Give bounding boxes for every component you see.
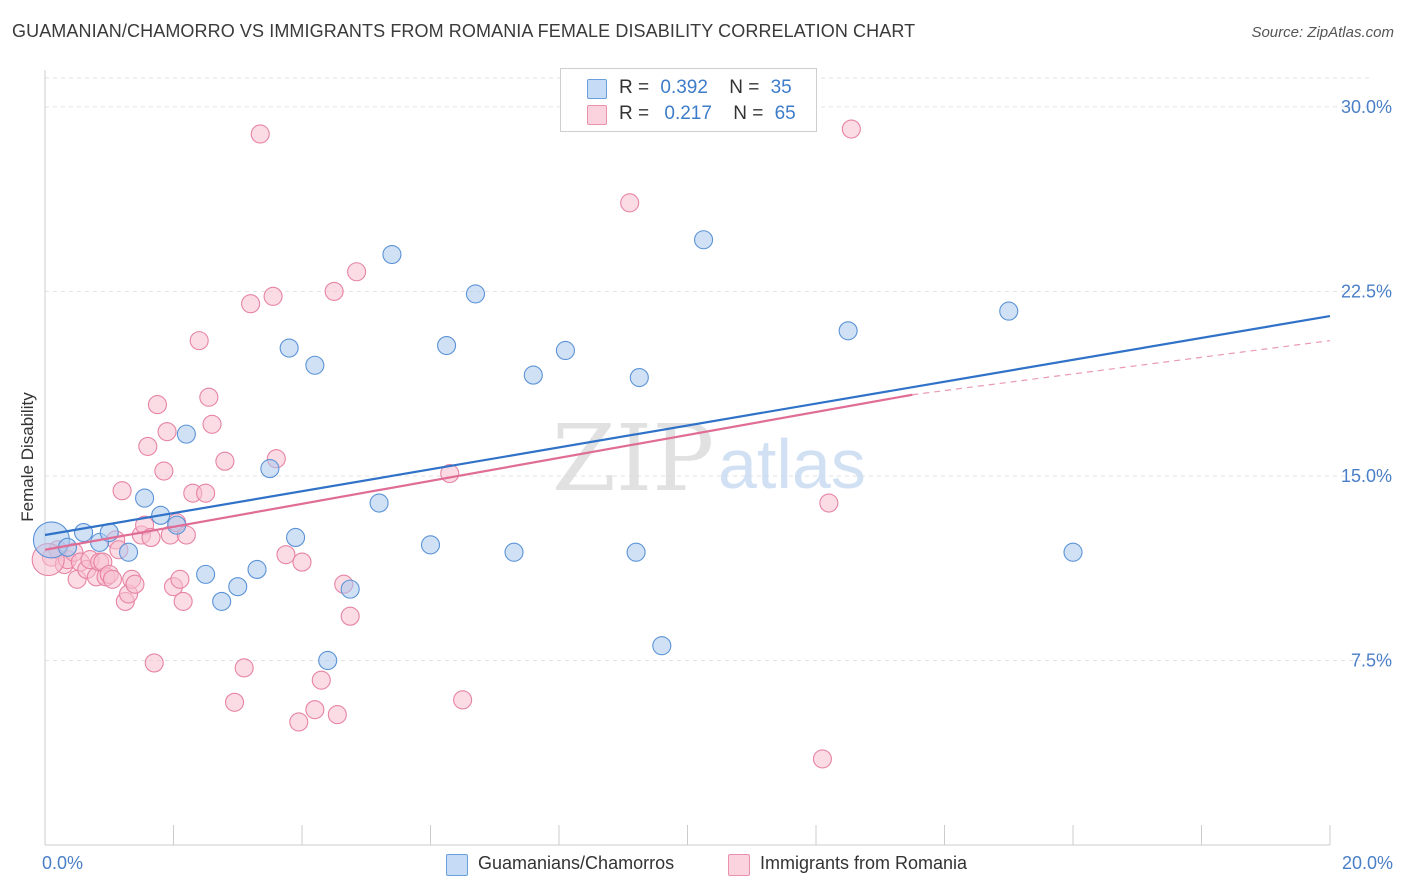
blue-data-point xyxy=(369,493,389,513)
blue-data-point xyxy=(523,365,543,385)
blue-data-point xyxy=(247,559,267,579)
y-tick-label: 22.5% xyxy=(1341,281,1392,301)
blue-data-point xyxy=(652,636,672,656)
pink-data-point xyxy=(234,658,254,678)
pink-data-point xyxy=(189,331,209,351)
blue-trend-line xyxy=(44,314,1331,537)
legend-n-value-pink: 65 xyxy=(774,103,796,124)
pink-data-point xyxy=(196,483,216,503)
pink-data-point xyxy=(347,262,367,282)
pink-data-point xyxy=(154,461,174,481)
pink-data-point xyxy=(250,124,270,144)
bottom-legend-swatch-pink xyxy=(728,854,750,876)
pink-data-point xyxy=(112,481,132,501)
blue-data-point xyxy=(212,591,232,611)
pink-trend-line xyxy=(44,393,913,551)
watermark-atlas: atlas xyxy=(718,425,866,503)
blue-data-point xyxy=(420,535,441,555)
blue-data-point xyxy=(629,367,649,388)
bottom-legend-swatch-blue xyxy=(446,854,468,876)
legend-r-value-blue: 0.392 xyxy=(660,77,708,98)
chart-title: GUAMANIAN/CHAMORRO VS IMMIGRANTS FROM RO… xyxy=(12,21,916,41)
pink-data-point xyxy=(144,653,164,673)
blue-data-point xyxy=(279,338,299,358)
blue-data-point xyxy=(999,301,1019,321)
legend-n-label-blue: N = xyxy=(729,77,760,98)
pink-data-point xyxy=(327,705,347,725)
pink-data-point xyxy=(125,574,145,594)
bottom-legend-label-blue: Guamanians/Chamorros xyxy=(478,853,675,873)
blue-data-point xyxy=(694,230,714,250)
pink-data-point xyxy=(241,294,261,314)
pink-data-point xyxy=(276,545,296,565)
correlation-legend: R = 0.392 N = 35 R = 0.217 N = 65 xyxy=(560,68,817,132)
blue-data-point xyxy=(118,542,139,562)
blue-data-point xyxy=(382,244,402,265)
legend-r-value-pink: 0.217 xyxy=(664,103,712,124)
pink-data-point xyxy=(263,286,283,306)
y-tick-label: 30.0% xyxy=(1341,97,1392,117)
y-tick-label: 15.0% xyxy=(1341,466,1392,486)
blue-data-point xyxy=(504,542,524,562)
watermark-zip: ZIP xyxy=(552,405,714,512)
pink-data-point xyxy=(147,395,167,415)
pink-data-point xyxy=(202,414,222,434)
blue-data-point xyxy=(228,577,248,597)
pink-data-point xyxy=(340,606,360,626)
legend-swatch-pink xyxy=(587,105,607,125)
pink-data-point xyxy=(324,281,344,301)
pink-trend-extension xyxy=(912,340,1331,396)
pink-data-point xyxy=(292,552,312,572)
blue-data-point xyxy=(176,424,196,444)
legend-swatch-blue xyxy=(587,79,607,99)
blue-data-point xyxy=(260,459,280,479)
y-axis-label: Female Disability xyxy=(18,392,37,522)
pink-data-point xyxy=(157,422,177,442)
pink-data-point xyxy=(141,527,161,548)
pink-data-point xyxy=(311,670,331,690)
bottom-legend-label-pink: Immigrants from Romania xyxy=(760,853,968,873)
source-label: Source: ZipAtlas.com xyxy=(1251,24,1394,41)
legend-n-label-pink: N = xyxy=(733,103,764,124)
y-tick-label: 7.5% xyxy=(1351,650,1392,670)
pink-data-point xyxy=(170,569,190,589)
x-tick-label-min: 0.0% xyxy=(42,853,83,873)
pink-data-point xyxy=(138,436,158,456)
pink-data-point xyxy=(215,451,235,471)
pink-data-point xyxy=(620,193,640,213)
blue-data-point xyxy=(305,355,325,375)
pink-data-point xyxy=(102,569,123,589)
pink-data-point xyxy=(199,387,219,407)
blue-data-point xyxy=(626,542,646,562)
blue-data-point xyxy=(135,488,155,508)
blue-data-point xyxy=(340,579,360,599)
pink-data-point xyxy=(173,591,193,611)
blue-data-point xyxy=(74,522,94,543)
x-tick-label-max: 20.0% xyxy=(1342,853,1393,873)
blue-data-point xyxy=(437,336,457,356)
blue-data-point xyxy=(555,340,575,361)
pink-data-point xyxy=(305,700,325,720)
pink-data-point xyxy=(812,749,832,769)
pink-data-point xyxy=(224,692,245,712)
pink-data-point xyxy=(453,690,473,710)
blue-data-point xyxy=(286,527,306,548)
blue-data-point xyxy=(318,650,338,671)
legend-r-label-blue: R = xyxy=(619,77,650,98)
blue-data-point xyxy=(196,564,216,584)
legend-r-label-pink: R = xyxy=(619,103,650,124)
blue-data-point xyxy=(1063,542,1083,562)
pink-data-point xyxy=(289,712,309,732)
blue-data-point xyxy=(465,284,486,304)
blue-data-point xyxy=(838,321,858,341)
legend-n-value-blue: 35 xyxy=(770,77,792,98)
pink-data-point xyxy=(819,493,839,513)
pink-data-point xyxy=(841,119,861,139)
